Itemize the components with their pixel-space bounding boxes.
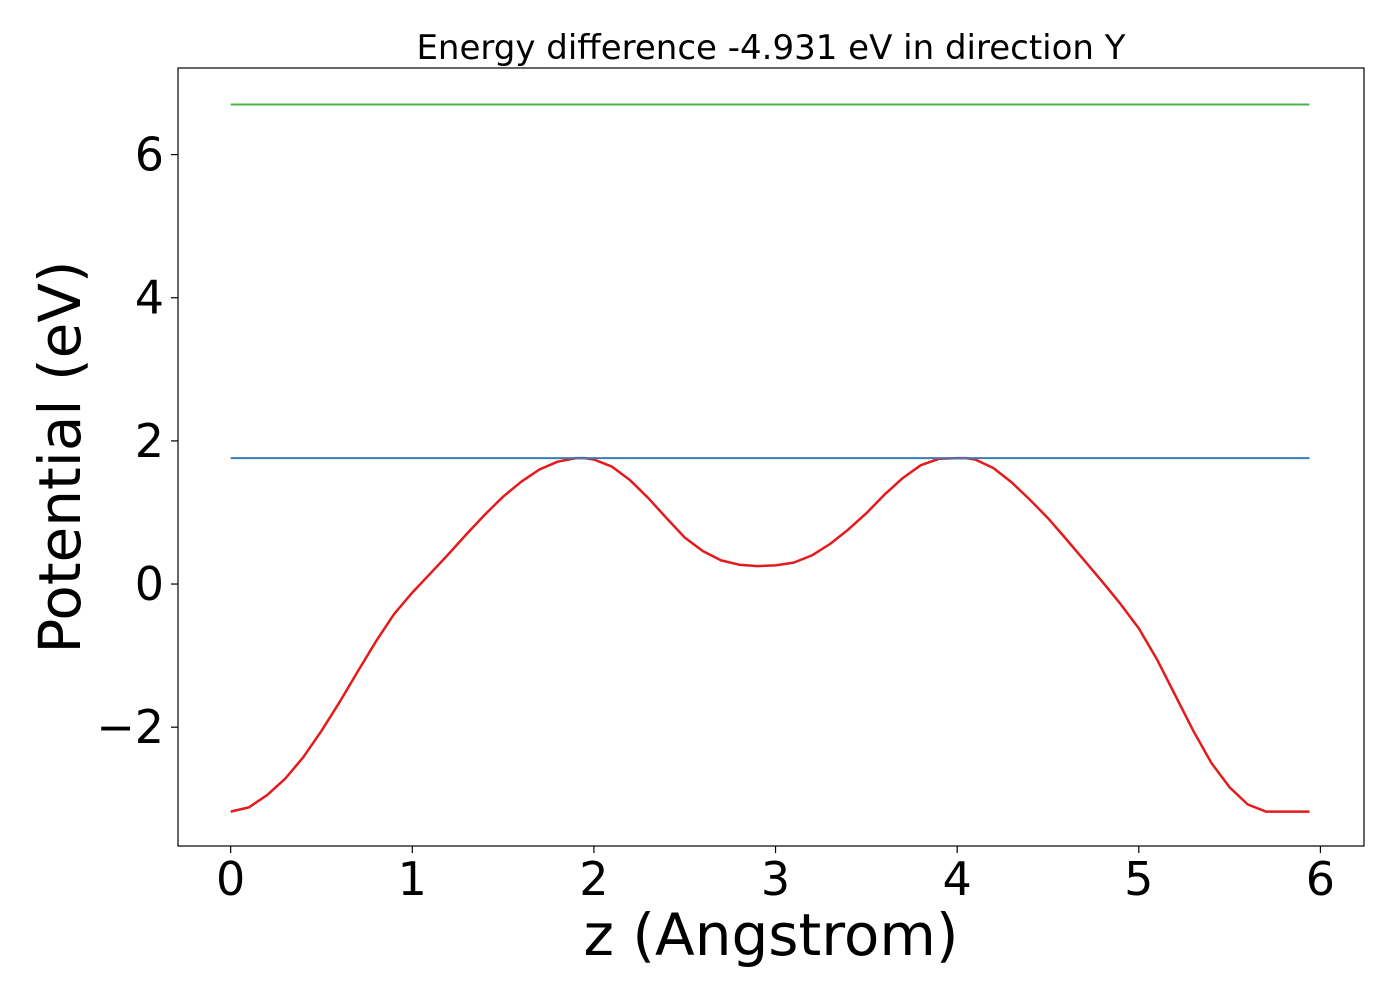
y-axis-ticks: −2 0 2 4 6 [96, 128, 178, 754]
y-tick-label: −2 [96, 700, 164, 754]
y-tick-label: 2 [135, 414, 164, 468]
y-axis-label: Potential (eV) [26, 260, 94, 653]
y-tick-label: 0 [135, 557, 164, 611]
x-axis-ticks: 0 1 2 3 4 5 6 [216, 846, 1335, 906]
y-tick-label: 6 [135, 128, 164, 182]
series-line-0 [230, 456, 1310, 813]
x-axis-label: z (Angstrom) [584, 901, 959, 969]
series-layer [230, 103, 1310, 813]
chart-title: Energy difference -4.931 eV in direction… [416, 28, 1125, 68]
x-tick-label: 0 [216, 852, 245, 906]
x-tick-label: 1 [398, 852, 427, 906]
x-tick-label: 6 [1306, 852, 1335, 906]
x-tick-label: 5 [1124, 852, 1153, 906]
y-tick-label: 4 [135, 271, 164, 325]
x-tick-label: 2 [579, 852, 608, 906]
x-tick-label: 4 [943, 852, 972, 906]
x-tick-label: 3 [761, 852, 790, 906]
plot-frame [177, 67, 1365, 847]
